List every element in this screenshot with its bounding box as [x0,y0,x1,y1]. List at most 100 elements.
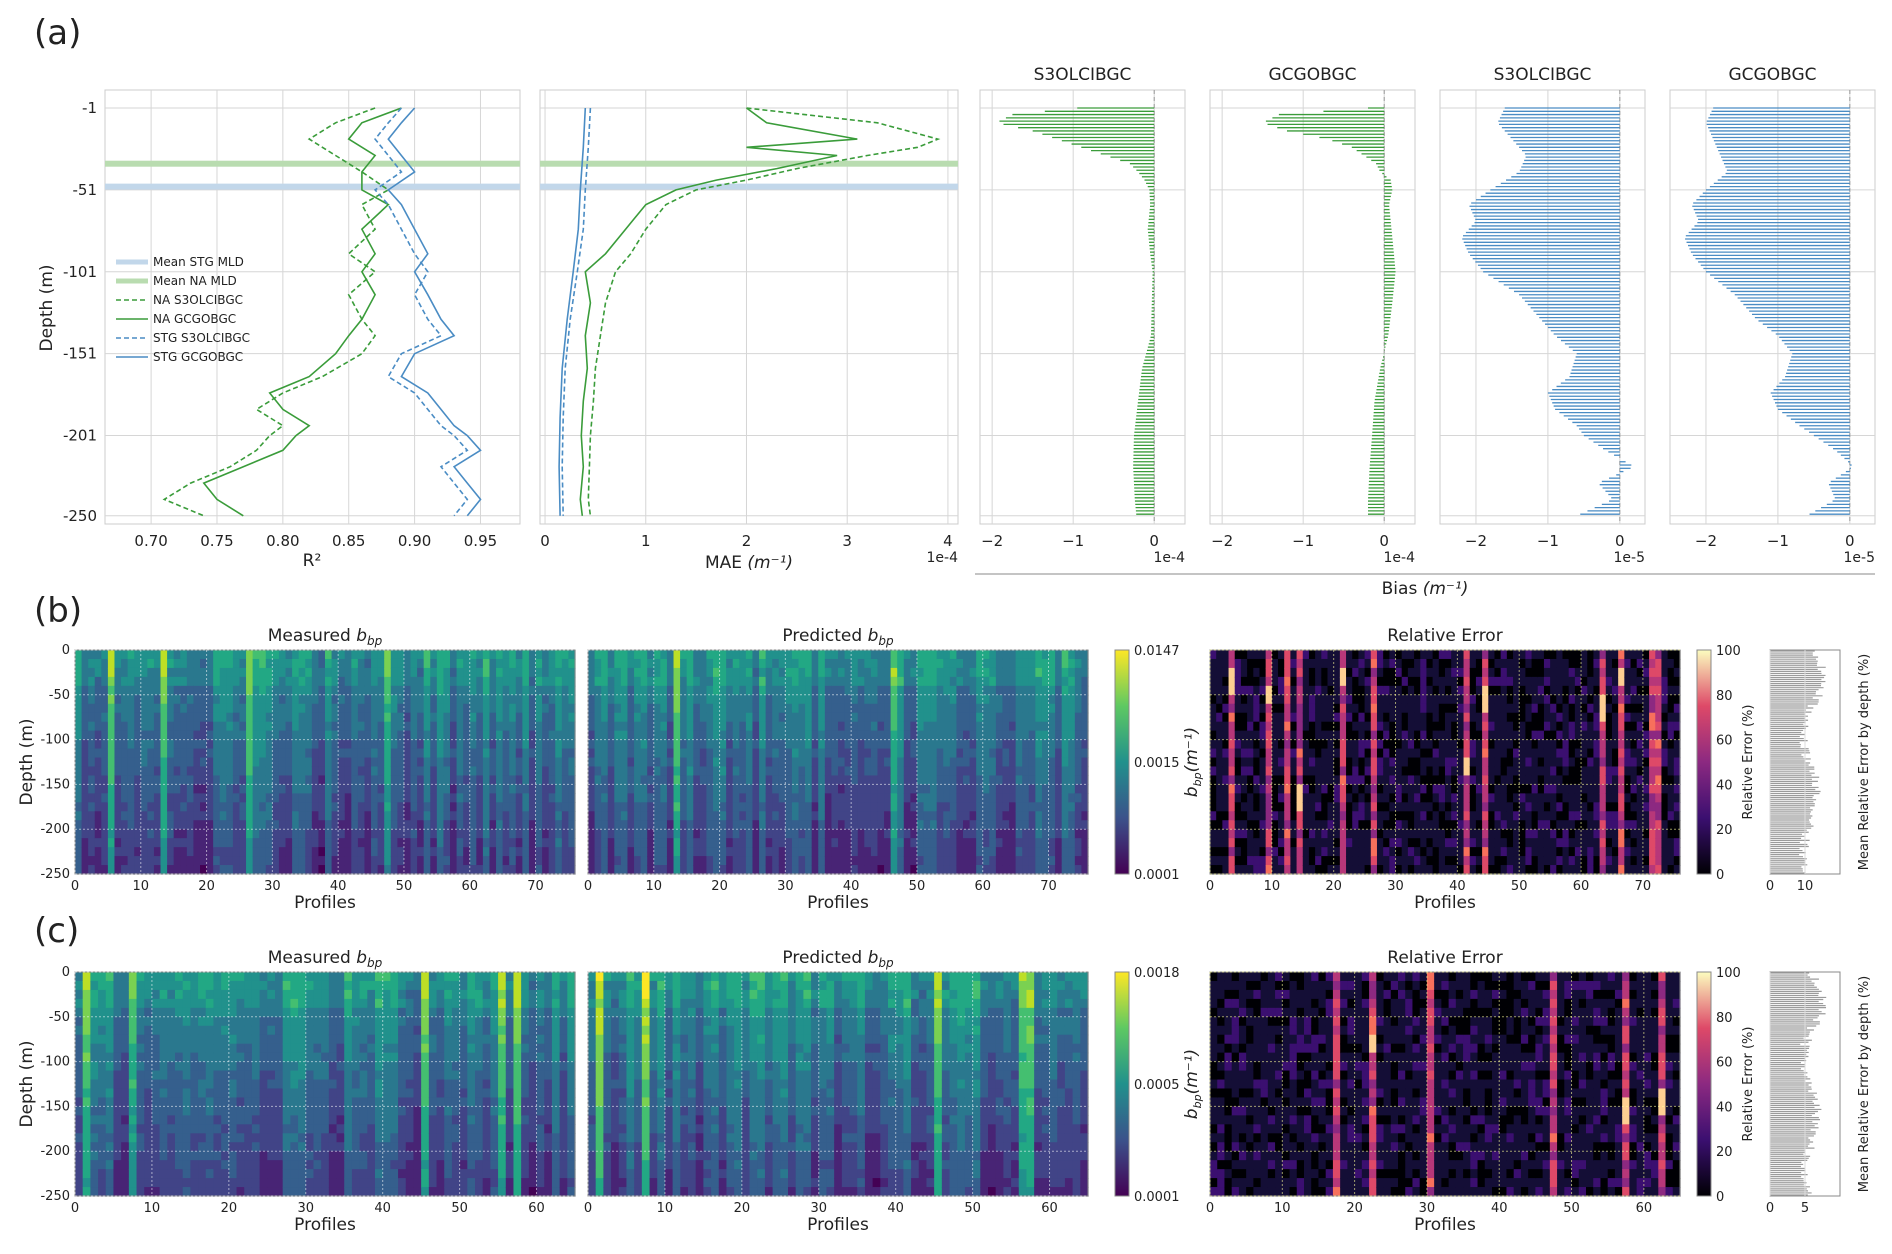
heatmap-cell [588,847,596,857]
heatmap-cell [364,847,372,857]
heatmap-cell [745,694,754,705]
heatmap-cell [976,829,984,839]
heatmap-cell [377,721,385,732]
heatmap-cell [436,676,445,687]
heatmap-cell [331,739,339,750]
heatmap-cell [752,685,760,696]
heatmap-cell [640,685,648,696]
heatmap-cell [713,739,721,750]
heatmap-cell [719,802,727,812]
heatmap-cell [81,784,89,794]
heatmap-cell [1009,793,1017,803]
heatmap-cell [186,856,195,866]
heatmap-cell [732,784,740,794]
heatmap-cell [1035,793,1043,803]
heatmap-cell [357,838,366,848]
heatmap-cell [1290,775,1298,785]
heatmap-cell [916,658,925,669]
heatmap-cell [739,658,747,669]
heatmap-cell [982,676,990,687]
heatmap-cell [226,766,234,777]
heatmap-cell [1234,757,1242,768]
heatmap-cell [1308,847,1316,857]
heatmap-cell [140,766,148,777]
heatmap-cell [752,757,760,768]
heatmap-cell [101,730,109,741]
heatmap-cell [127,865,135,875]
heatmap-cell [877,685,885,696]
heatmap-cell [548,820,556,830]
heatmap-cell [364,838,372,848]
heatmap-cell [469,694,477,705]
heatmap-cell [200,739,208,750]
heatmap-cell [153,685,162,696]
heatmap-cell [1028,802,1036,812]
heatmap-cell [259,802,267,812]
heatmap-cell [107,865,116,875]
heatmap-cell [259,757,267,768]
heatmap-cell [252,721,260,732]
heatmap-cell [903,802,911,812]
heatmap-cell [666,685,675,696]
heatmap-cell [509,811,517,821]
heatmap-cell [489,676,497,687]
heatmap-cell [94,802,102,812]
heatmap-cell [798,847,806,857]
heatmap-cell [1253,856,1261,866]
heatmap-cell [1210,730,1217,741]
x-tick-label: 0 [1615,532,1625,550]
heatmap-cell [640,721,648,732]
heatmap-cell [607,730,615,741]
heatmap-cell [1234,802,1242,812]
heatmap-cell [88,784,96,794]
heatmap-cell [838,784,846,794]
heatmap-cell [278,739,287,750]
heatmap-cell [410,829,418,839]
heatmap-cell [732,856,740,866]
heatmap-cell [923,676,931,687]
heatmap-cell [1296,730,1304,741]
heatmap-cell [482,712,491,723]
heatmap-cell [686,766,694,777]
heatmap-cell [791,829,800,839]
heatmap-cell [916,757,925,768]
heatmap-cell [127,838,135,848]
heatmap-cell [1240,721,1248,732]
heatmap-cell [535,748,543,759]
heatmap-cell [423,811,431,821]
heatmap-cell [443,694,451,705]
heatmap-cell [1009,685,1017,696]
heatmap-cell [719,730,727,741]
heatmap-cell [798,650,806,660]
heatmap-cell [831,658,839,669]
heatmap-cell [936,730,944,741]
heatmap-cell [489,793,497,803]
heatmap-cell [278,784,287,794]
heatmap-cell [219,658,227,669]
heatmap-cell [1035,847,1043,857]
heatmap-cell [417,811,425,821]
series-stg-s3olcibgc [373,107,469,517]
heatmap-cell [278,685,287,696]
heatmap-cell [969,802,977,812]
heatmap-cell [1315,847,1322,857]
heatmap-cell [173,793,181,803]
heatmap-cell [903,793,911,803]
heatmap-cell [1002,685,1010,696]
heatmap-cell [140,856,148,866]
heatmap-cell [476,730,484,741]
heatmap-cell [213,820,221,830]
heatmap-cell [463,676,471,687]
heatmap-cell [482,811,491,821]
r2-x-tick-labels: 0.70 0.75 0.80 0.85 0.90 0.95 [134,532,497,550]
heatmap-cell [653,766,661,777]
heatmap-cell [436,703,445,714]
heatmap-cell [765,820,773,830]
heatmap-cell [785,703,793,714]
heatmap-cell [818,820,826,830]
heatmap-cell [1028,721,1036,732]
heatmap-cell [403,811,412,821]
heatmap-cell [765,766,773,777]
heatmap-cell [772,703,780,714]
x-tick-label: 0.70 [134,532,167,550]
